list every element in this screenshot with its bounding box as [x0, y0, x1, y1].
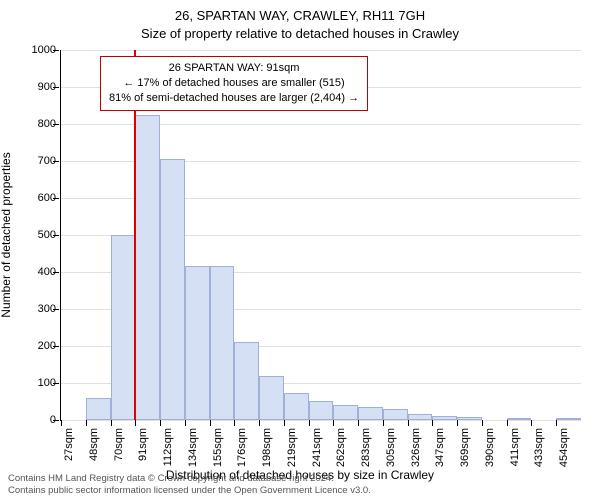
- histogram-bar: [333, 405, 358, 420]
- histogram-bar: [309, 401, 334, 420]
- histogram-bar: [234, 342, 259, 420]
- y-tick-label: 600: [16, 192, 56, 204]
- callout-box: 26 SPARTAN WAY: 91sqm ← 17% of detached …: [100, 56, 368, 111]
- footer-line: Contains public sector information licen…: [8, 485, 371, 497]
- callout-line: 26 SPARTAN WAY: 91sqm: [109, 61, 359, 76]
- x-tick: [135, 420, 136, 426]
- y-tick-label: 800: [16, 118, 56, 130]
- histogram-bar: [210, 266, 235, 420]
- x-tick: [111, 420, 112, 426]
- x-tick: [507, 420, 508, 426]
- histogram-bar: [111, 235, 136, 420]
- histogram-bar: [259, 376, 284, 420]
- x-tick: [185, 420, 186, 426]
- histogram-bar: [185, 266, 210, 420]
- x-tick: [309, 420, 310, 426]
- histogram-bar: [86, 398, 111, 420]
- x-tick: [61, 420, 62, 426]
- histogram-bar: [358, 407, 383, 420]
- x-tick: [234, 420, 235, 426]
- histogram-bar: [556, 418, 581, 420]
- y-axis-title: Number of detached properties: [0, 152, 13, 317]
- x-tick: [333, 420, 334, 426]
- y-tick-label: 1000: [16, 44, 56, 56]
- x-tick: [210, 420, 211, 426]
- histogram-bar: [507, 418, 532, 420]
- y-tick-label: 100: [16, 377, 56, 389]
- gridline: [61, 420, 581, 421]
- y-tick-label: 400: [16, 266, 56, 278]
- histogram-bar: [284, 393, 309, 420]
- x-tick: [284, 420, 285, 426]
- y-tick-label: 300: [16, 303, 56, 315]
- y-tick-label: 500: [16, 229, 56, 241]
- x-tick: [408, 420, 409, 426]
- x-tick: [432, 420, 433, 426]
- callout-line: 81% of semi-detached houses are larger (…: [109, 91, 359, 106]
- histogram-bar: [457, 417, 482, 420]
- x-tick: [160, 420, 161, 426]
- y-tick-label: 900: [16, 81, 56, 93]
- gridline: [61, 50, 581, 51]
- page-address: 26, SPARTAN WAY, CRAWLEY, RH11 7GH: [0, 8, 600, 23]
- x-tick: [482, 420, 483, 426]
- histogram-bar: [383, 409, 408, 420]
- x-tick: [556, 420, 557, 426]
- y-tick-label: 700: [16, 155, 56, 167]
- y-tick-label: 200: [16, 340, 56, 352]
- x-tick: [86, 420, 87, 426]
- x-tick: [531, 420, 532, 426]
- histogram-bar: [408, 414, 433, 420]
- histogram-bar: [135, 115, 160, 420]
- footer-line: Contains HM Land Registry data © Crown c…: [8, 473, 371, 485]
- x-tick: [358, 420, 359, 426]
- x-tick: [457, 420, 458, 426]
- callout-line: ← 17% of detached houses are smaller (51…: [109, 76, 359, 91]
- y-tick-label: 0: [16, 414, 56, 426]
- histogram-bar: [160, 159, 185, 420]
- x-tick: [259, 420, 260, 426]
- x-tick: [383, 420, 384, 426]
- page-subtitle: Size of property relative to detached ho…: [0, 26, 600, 41]
- histogram-bar: [432, 416, 457, 420]
- footer-attribution: Contains HM Land Registry data © Crown c…: [8, 473, 371, 497]
